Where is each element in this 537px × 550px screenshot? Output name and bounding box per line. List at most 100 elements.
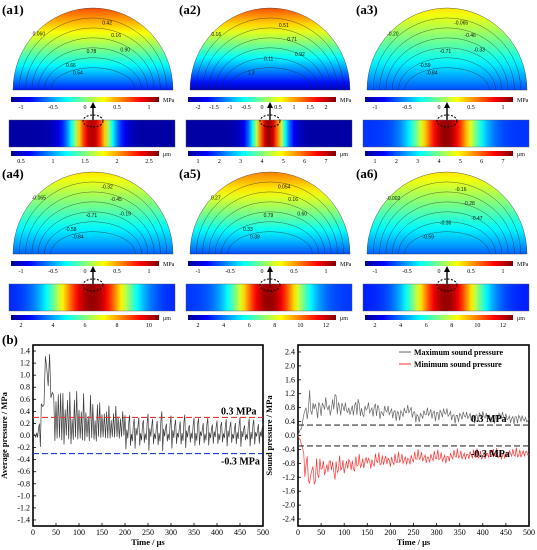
pressure-colorbar (11, 97, 159, 102)
displacement-unit: μm (517, 152, 525, 158)
pressure-tick: -1 (228, 105, 233, 111)
displacement-strip (8, 119, 176, 148)
series-line (32, 354, 264, 451)
pressure-tick: 0.5 (467, 105, 475, 111)
displacement-tick: 8 (273, 323, 276, 329)
displacement-tick: 6 (248, 323, 251, 329)
panel-4: (a4)-0.065-0.32-0.45-0.19-0.71-0.58-0.84… (2, 166, 176, 329)
displacement-tick: 2.5 (145, 159, 153, 165)
displacement-tick: 6 (480, 159, 483, 165)
focus-ellipse (82, 114, 104, 128)
x-axis-label: Time / μs (131, 537, 165, 547)
arrow-head (444, 266, 450, 272)
y-tick-label: 1.2 (20, 359, 30, 368)
displacement-tick: 2 (116, 159, 119, 165)
panel-5: (a5) 0.27 0.054 0.16 0.60 0.79 0.330.39 -1 -0.5 0… (179, 166, 353, 329)
y-tick-label: 0.6 (20, 395, 30, 404)
pressure-tick: 0.5 (290, 269, 298, 275)
pressure-tick: -0.5 (241, 105, 251, 111)
displacement-tick: 10 (146, 323, 152, 329)
contour-label: 0.51 (279, 23, 289, 29)
pressure-tick: 1.5 (306, 105, 314, 111)
pressure-tick: 2 (325, 105, 328, 111)
contour-label: 0.78 (87, 49, 97, 55)
contour-label: 1.3 (248, 71, 255, 77)
panel-label: (a5) (179, 166, 201, 181)
displacement-tick: 7 (325, 159, 328, 165)
pressure-tick: 0 (84, 269, 87, 275)
contour-label: -0.002 (386, 196, 400, 202)
pressure-tick: 1 (293, 105, 296, 111)
pressure-colorbar (365, 97, 513, 102)
y-tick-label: 0.8 (285, 403, 295, 412)
displacement-tick: 4 (222, 323, 225, 329)
x-tick-label: 250 (408, 528, 420, 537)
displacement-tick: 1 (197, 159, 200, 165)
contour-label: 0.054 (278, 184, 291, 190)
plot-frame (297, 344, 530, 527)
x-tick-label: 450 (500, 528, 512, 537)
x-tick-label: 150 (361, 528, 373, 537)
panel-6: (a6) -0.002 -0.16 -0.28 -0.47 -0.36 -0.59 -1 -0.… (356, 166, 530, 329)
contour-label: -0.20 (387, 32, 399, 38)
x-tick-label: 450 (234, 528, 246, 537)
pressure-tick: -0.5 (225, 269, 235, 275)
displacement-tick: 12 (323, 323, 329, 329)
displacement-tick: 1 (374, 159, 377, 165)
contour-label: -0.84 (72, 234, 84, 240)
pressure-tick: -2 (196, 105, 201, 111)
y-tick-label: -1.2 (282, 473, 295, 482)
displacement-tick: 0.5 (17, 159, 25, 165)
displacement-tick: 2 (197, 323, 200, 329)
contour-label: -0.32 (101, 184, 113, 190)
y-tick-label: 0.0 (20, 431, 30, 440)
contour-label: -0.065 (454, 20, 468, 26)
pressure-tick: -0.5 (402, 105, 412, 111)
pressure-tick: 0 (84, 105, 87, 111)
displacement-tick: 3 (416, 159, 419, 165)
pressure-tick: -0.5 (402, 269, 412, 275)
contour-label: 0.16 (211, 32, 221, 38)
y-tick-label: 0.0 (285, 431, 295, 440)
displacement-tick: 6 (84, 323, 87, 329)
x-tick-label: 100 (73, 528, 85, 537)
panel-3: (a3) -0.20 -0.065 -0.46 -0.33 -0.71 -0.59-0.84… (356, 2, 530, 165)
contour-label: -0.065 (32, 196, 46, 202)
contour-label: 0.42 (102, 20, 112, 26)
displacement-tick: 5 (282, 159, 285, 165)
pressure-tick: 0.5 (274, 105, 282, 111)
displacement-strip (362, 119, 530, 148)
y-axis-label: Average pressure / MPa (0, 391, 9, 478)
y-tick-label: 1.2 (285, 389, 295, 398)
average-pressure-chart: 0 50 100 150 200 250 300 350 400 450 500 -1.4 -1.2 -1… (0, 344, 269, 547)
contour-label: -0.19 (119, 211, 131, 217)
displacement-colorbar (188, 315, 336, 320)
contour-label: 0.90 (120, 47, 130, 53)
panel-label: (a2) (179, 2, 201, 17)
x-tick-label: 100 (338, 528, 350, 537)
pressure-colorbar (365, 261, 513, 266)
x-tick-label: 50 (317, 528, 325, 537)
x-tick-label: 350 (188, 528, 200, 537)
arrow-head (267, 102, 273, 108)
legend-label: Maximum sound pressure (414, 348, 504, 357)
displacement-tick: 2 (20, 323, 23, 329)
pressure-dome (366, 171, 528, 255)
displacement-tick: 10 (474, 323, 480, 329)
x-tick-label: 0 (296, 528, 300, 537)
pressure-dome (366, 7, 528, 91)
contour-label: -0.28 (463, 201, 475, 207)
pressure-tick: 1 (502, 105, 505, 111)
arrow-head (90, 266, 96, 272)
x-tick-label: 150 (96, 528, 108, 537)
y-tick-label: 0.8 (20, 383, 30, 392)
legend-label: Minimum sound pressure (414, 360, 502, 369)
y-tick-label: -0.2 (17, 443, 30, 452)
displacement-unit: μm (517, 316, 525, 322)
pressure-dome (12, 7, 174, 91)
pressure-tick: -1.5 (209, 105, 219, 111)
pressure-tick: 0 (438, 269, 441, 275)
y-tick-label: -2.0 (282, 501, 295, 510)
pressure-colorbar (188, 97, 336, 102)
y-tick-label: 0.2 (20, 419, 30, 428)
